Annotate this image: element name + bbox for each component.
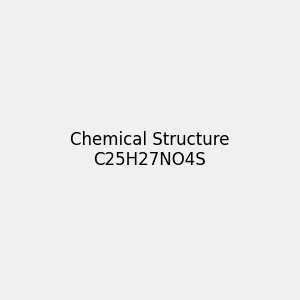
Text: Chemical Structure
C25H27NO4S: Chemical Structure C25H27NO4S <box>70 130 230 170</box>
